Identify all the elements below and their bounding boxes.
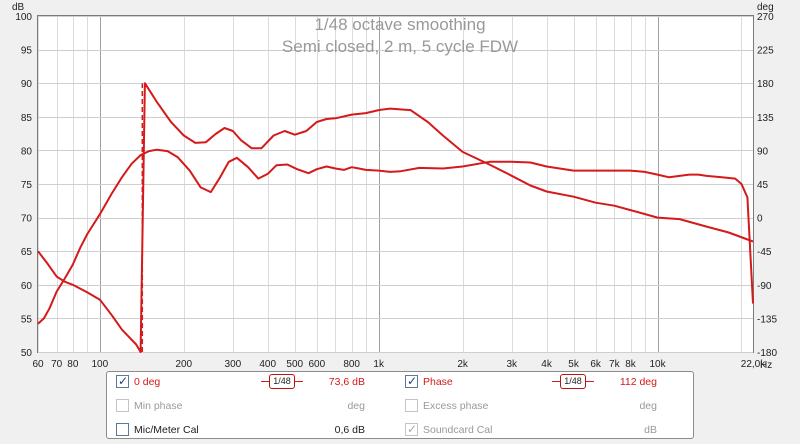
y-right-tick-label: -180 [757, 348, 777, 359]
x-tick-label: 4k [541, 359, 553, 370]
y-left-tick-label: 100 [15, 12, 32, 23]
series-0-deg [37, 148, 754, 325]
zero-deg-label: 0 deg [134, 376, 161, 388]
x-tick-label: 1k [373, 359, 385, 370]
legend-row-0deg: 0 deg 1/48 73,6 dB Phase 1/48 112 deg [107, 374, 693, 392]
phase-smoothing-button[interactable]: 1/48 [560, 374, 586, 389]
right-axis-unit: deg [757, 2, 774, 13]
x-tick-label: 5k [568, 359, 580, 370]
y-right-tick-label: 0 [757, 214, 763, 225]
grid-lines [38, 16, 753, 353]
x-tick-label: 22,0k [741, 359, 766, 370]
series-layer [37, 82, 754, 353]
x-tick-label: 8k [625, 359, 637, 370]
frequency-response-chart: 50 55 60 65 70 75 80 85 90 95 100 -180 -135 -90 -45 0 45… [12, 2, 777, 370]
x-tick-label: 2k [457, 359, 469, 370]
x-tick-label: 6k [590, 359, 602, 370]
excess-phase-checkbox[interactable] [405, 399, 418, 412]
zero-deg-checkbox[interactable] [116, 374, 129, 388]
min-phase-label: Min phase [134, 400, 183, 412]
chart-title: 1/48 octave smoothing [314, 15, 485, 34]
smoothing-line-icon [586, 381, 594, 382]
left-axis-unit: dB [12, 2, 25, 13]
mic-meter-cal-checkbox[interactable] [116, 423, 129, 436]
x-tick-label: 70 [51, 359, 63, 370]
x-tick-label: 800 [343, 359, 360, 370]
y-right-tick-label: 45 [757, 180, 769, 191]
y-left-tick-label: 65 [21, 247, 33, 258]
y-left-tick-label: 75 [21, 180, 33, 191]
y-right-tick-label: -135 [757, 314, 777, 325]
y-right-tick-label: 225 [757, 46, 774, 57]
chart-subtitle: Semi closed, 2 m, 5 cycle FDW [282, 37, 518, 56]
y-left-tick-label: 55 [21, 314, 33, 325]
phase-checkbox[interactable] [405, 374, 418, 388]
x-tick-label: 200 [175, 359, 192, 370]
soundcard-cal-value: dB [644, 424, 657, 436]
excess-phase-label: Excess phase [423, 400, 489, 412]
x-tick-label: 500 [286, 359, 303, 370]
x-tick-label: 100 [92, 359, 109, 370]
x-tick-label: 300 [225, 359, 242, 370]
smoothing-line-icon [261, 381, 269, 382]
y-left-tick-label: 70 [21, 214, 33, 225]
legend-panel: 0 deg 1/48 73,6 dB Phase 1/48 112 deg Mi… [106, 371, 694, 439]
x-tick-label: 10k [649, 359, 666, 370]
y-left-tick-label: 90 [21, 79, 33, 90]
x-tick-label: 400 [259, 359, 276, 370]
phase-value: 112 deg [619, 376, 657, 388]
x-tick-label: 600 [308, 359, 325, 370]
excess-phase-value: deg [639, 400, 657, 412]
min-phase-value: deg [347, 400, 365, 412]
x-tick-label: 80 [67, 359, 79, 370]
y-right-tick-label: 270 [757, 12, 774, 23]
x-tick-label: 3k [506, 359, 518, 370]
y-left-tick-label: 95 [21, 46, 33, 57]
smoothing-line-icon [552, 381, 560, 382]
y-left-tick-label: 85 [21, 113, 33, 124]
mic-meter-cal-value: 0,6 dB [334, 424, 365, 436]
phase-label: Phase [423, 376, 453, 388]
legend-row-min-phase: Min phase deg Excess phase deg [107, 398, 693, 416]
y-left-tick-label: 60 [21, 281, 33, 292]
y-left-tick-label: 80 [21, 146, 33, 157]
y-right-tick-label: 135 [757, 113, 774, 124]
soundcard-cal-label: Soundcard Cal [423, 424, 493, 436]
soundcard-cal-checkbox[interactable] [405, 422, 418, 436]
y-right-tick-label: -45 [757, 247, 772, 258]
legend-row-mic-cal: Mic/Meter Cal 0,6 dB Soundcard Cal dB [107, 422, 693, 440]
x-axis-unit: Hz [760, 360, 772, 370]
x-tick-label: 60 [32, 359, 44, 370]
series-phase [37, 82, 754, 353]
y-right-tick-label: -90 [757, 281, 772, 292]
y-left-tick-label: 50 [21, 348, 33, 359]
min-phase-checkbox[interactable] [116, 399, 129, 412]
zero-deg-smoothing-button[interactable]: 1/48 [269, 374, 295, 389]
x-tick-label: 7k [609, 359, 621, 370]
y-right-tick-label: 180 [757, 79, 774, 90]
tick-labels: 50 55 60 65 70 75 80 85 90 95 100 -180 -135 -90 -45 0 45… [15, 12, 777, 370]
y-right-tick-label: 90 [757, 146, 769, 157]
zero-deg-value: 73,6 dB [328, 376, 365, 388]
smoothing-line-icon [295, 381, 303, 382]
mic-meter-cal-label: Mic/Meter Cal [134, 424, 199, 436]
